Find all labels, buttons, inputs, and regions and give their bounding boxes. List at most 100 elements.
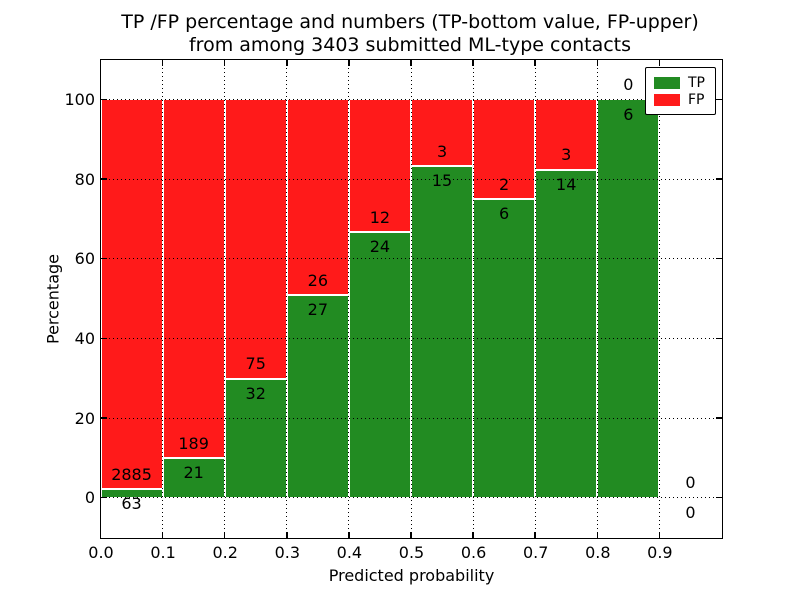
y-tick-mark (100, 496, 107, 499)
bar-count-fp: 75 (245, 354, 266, 374)
gridline-vertical (286, 59, 288, 538)
x-tick-mark (410, 531, 412, 538)
x-tick-mark (161, 59, 164, 66)
x-tick-mark (534, 59, 536, 66)
bar-count-fp: 12 (369, 207, 391, 227)
legend-label-tp: TP (688, 74, 705, 91)
y-tick-label: 20 (74, 408, 95, 428)
chart-title-line1: TP /FP percentage and numbers (TP-bottom… (121, 11, 699, 33)
x-tick-mark (286, 59, 288, 66)
x-axis-label: Predicted probability (328, 566, 495, 585)
bar-count-tp: 27 (307, 299, 329, 319)
x-tick-mark (223, 531, 226, 538)
bar-segment-fp (473, 99, 536, 199)
bar-segment-fp (224, 99, 287, 379)
gridline-vertical (348, 59, 350, 538)
gridline-horizontal (100, 178, 722, 180)
gridline-vertical (658, 59, 660, 538)
bar-segment-tp (224, 378, 287, 498)
tp-swatch-icon (654, 76, 680, 89)
gridline-horizontal (100, 258, 722, 260)
bar-count-tp: 15 (431, 170, 453, 190)
bar-count-fp: 189 (178, 433, 209, 453)
y-tick-label: 100 (64, 89, 95, 109)
y-tick-label: 80 (74, 169, 95, 189)
bar-count-tp: 24 (369, 237, 391, 257)
x-tick-label: 0.2 (212, 543, 238, 562)
bar-segment-fp (286, 99, 349, 295)
x-tick-mark (472, 531, 474, 538)
bar-count-tp: 14 (556, 174, 577, 194)
x-tick-mark (99, 59, 102, 66)
y-tick-mark (100, 178, 107, 180)
legend: TP FP (645, 67, 716, 115)
x-tick-mark (99, 531, 102, 538)
bar-count-fp: 0 (623, 75, 634, 95)
x-tick-label: 0.8 (585, 543, 611, 562)
gridline-horizontal (100, 497, 722, 499)
y-tick-mark (100, 417, 107, 419)
x-tick-mark (286, 531, 288, 538)
y-tick-mark (100, 257, 107, 260)
x-tick-label: 0.9 (647, 543, 673, 562)
x-tick-label: 0.1 (150, 543, 176, 562)
gridline-vertical (162, 59, 164, 538)
bar-segment-fp (100, 99, 163, 490)
y-tick-label: 40 (74, 328, 95, 348)
bar-segment-fp (411, 99, 474, 166)
bar-count-fp: 26 (307, 270, 329, 290)
x-tick-mark (658, 59, 661, 66)
bar-count-tp: 21 (183, 463, 204, 482)
x-tick-mark (410, 59, 412, 66)
x-tick-label: 0.0 (88, 543, 114, 562)
bar-count-tp: 0 (685, 502, 696, 522)
gridline-horizontal (100, 337, 722, 339)
gridline-vertical (224, 59, 226, 538)
gridline-vertical (534, 59, 536, 538)
bar-count-fp: 3 (436, 141, 448, 161)
fp-swatch-icon (654, 93, 680, 106)
legend-entry-fp: FP (654, 91, 705, 108)
plot-area: 2885 63 189 21 75 32 26 27 12 24 3 15 2 6 3 14 0 6 0 0 (99, 58, 723, 539)
legend-label-fp: FP (688, 91, 705, 108)
x-tick-label: 0.4 (336, 543, 363, 562)
gridline-vertical (472, 59, 474, 538)
y-tick-mark (100, 337, 107, 340)
gridline-vertical (410, 59, 412, 538)
x-tick-mark (596, 59, 599, 66)
bar-count-tp: 63 (121, 494, 142, 514)
legend-entry-tp: TP (654, 74, 705, 91)
bar-segment-tp (348, 232, 411, 498)
y-tick-mark (715, 496, 722, 499)
x-tick-label: 0.6 (460, 543, 487, 562)
x-tick-mark (534, 531, 536, 538)
bar-count-fp: 2885 (111, 464, 152, 484)
x-tick-mark (161, 531, 164, 538)
x-tick-mark (596, 531, 599, 538)
bar-segment-tp (411, 165, 474, 498)
bar-segment-tp (473, 198, 536, 498)
x-tick-mark (223, 59, 226, 66)
bar-count-fp: 0 (685, 473, 696, 493)
chart-title: TP /FP percentage and numbers (TP-bottom… (90, 11, 730, 57)
x-tick-mark (348, 59, 350, 66)
x-tick-label: 0.3 (274, 543, 301, 562)
y-tick-label: 0 (84, 488, 95, 508)
bar-segment-fp (162, 99, 225, 458)
y-tick-label: 60 (74, 249, 95, 269)
bar-segment-tp (597, 99, 660, 498)
gridline-vertical (596, 59, 598, 538)
gridline-horizontal (100, 98, 722, 100)
y-tick-mark (715, 417, 722, 419)
x-tick-mark (472, 59, 474, 66)
y-tick-mark (715, 257, 722, 260)
x-tick-label: 0.7 (522, 543, 549, 562)
x-tick-label: 0.5 (398, 543, 425, 562)
bar-count-tp: 6 (623, 104, 634, 124)
bar-count-fp: 3 (561, 145, 572, 165)
y-tick-mark (715, 178, 722, 180)
x-tick-mark (658, 531, 661, 538)
bar-segment-tp (286, 294, 349, 498)
bar-count-tp: 6 (499, 204, 510, 224)
